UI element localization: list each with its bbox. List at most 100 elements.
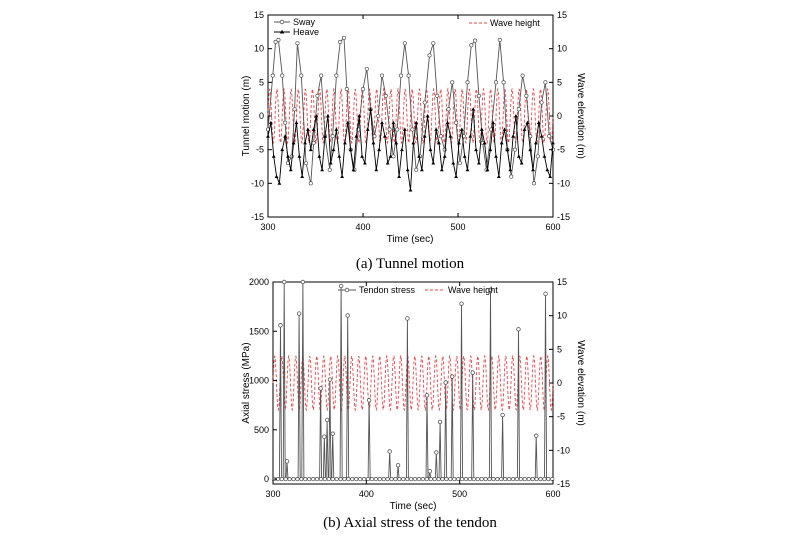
stress-peak-marker xyxy=(322,434,327,439)
stress-baseline-marker xyxy=(514,477,520,482)
stress-baseline-marker xyxy=(463,477,469,482)
x-tick-label: 600 xyxy=(545,489,560,499)
heave-marker xyxy=(457,140,461,145)
heave-marker xyxy=(337,154,342,158)
stress-peak-marker xyxy=(324,417,330,423)
stress-baseline-marker xyxy=(334,477,339,482)
heave-marker xyxy=(374,167,379,172)
stress-baseline-marker xyxy=(471,477,476,482)
stress-baseline-marker xyxy=(416,477,422,482)
heave-marker xyxy=(368,107,373,111)
stress-baseline-marker xyxy=(381,477,386,482)
heave-marker xyxy=(303,140,307,145)
stress-baseline-marker xyxy=(279,477,284,482)
heave-marker xyxy=(331,147,336,152)
heave-marker xyxy=(382,134,387,138)
sway-marker xyxy=(446,107,451,112)
heave-marker xyxy=(411,140,416,145)
heave-marker xyxy=(328,161,333,165)
wave-series-a xyxy=(267,87,554,145)
sway-marker xyxy=(387,127,392,132)
heave-marker xyxy=(300,174,305,178)
heave-marker xyxy=(428,147,433,152)
sway-marker xyxy=(391,154,396,159)
stress-baseline-marker xyxy=(460,477,465,482)
stress-baseline-marker xyxy=(413,477,418,482)
stress-baseline-marker xyxy=(456,477,461,482)
stress-baseline-marker xyxy=(401,477,406,482)
heave-marker xyxy=(494,154,498,158)
heave-marker xyxy=(437,140,441,145)
stress-peak-marker xyxy=(318,386,323,391)
y2-tick-label: -15 xyxy=(557,479,570,489)
heave-marker xyxy=(354,134,359,138)
stress-peak-marker xyxy=(427,468,432,474)
sway-marker xyxy=(422,100,427,105)
x-tick-label: 600 xyxy=(545,222,560,232)
sway-marker xyxy=(509,174,514,179)
sway-marker xyxy=(364,66,369,71)
sway-marker xyxy=(303,161,309,166)
heave-marker xyxy=(348,147,353,152)
caption-a: (a) Tunnel motion xyxy=(356,256,465,272)
sway-marker xyxy=(280,73,285,78)
stress-baseline-marker xyxy=(467,477,472,482)
y-axis-label-a: Tunnel motion (m) xyxy=(241,76,252,157)
wave-height-line xyxy=(267,87,554,145)
stress-peak-marker xyxy=(366,398,372,403)
heave-marker xyxy=(502,127,507,131)
y-tick-label: 500 xyxy=(254,425,269,435)
legend-wave-label-b: Wave height xyxy=(448,285,498,295)
chart-tunnel-motion: 300 400 500 600-15-10-5051015-15-10-5051015… xyxy=(241,10,586,272)
sway-marker xyxy=(276,37,281,42)
heave-marker xyxy=(448,134,453,138)
stress-baseline-marker xyxy=(291,477,296,482)
tendon-stress-line xyxy=(273,281,553,480)
sway-marker xyxy=(543,80,548,85)
heave-marker xyxy=(545,167,550,172)
sway-marker xyxy=(539,100,544,105)
y-tick-label: 1000 xyxy=(249,376,269,386)
stress-baseline-marker xyxy=(526,477,531,482)
stress-peak-marker xyxy=(405,316,410,321)
heave-marker xyxy=(514,114,518,118)
heave-marker xyxy=(408,188,413,192)
stress-peak-marker xyxy=(488,287,493,293)
heave-marker xyxy=(343,140,347,145)
legend-stress-marker xyxy=(344,287,350,293)
stress-peak-marker xyxy=(330,431,335,436)
sway-marker xyxy=(379,73,385,78)
heave-marker xyxy=(425,114,430,118)
stress-baseline-marker xyxy=(495,477,500,482)
stress-baseline-marker xyxy=(479,477,484,482)
sway-marker xyxy=(457,161,462,166)
legend-sway-marker xyxy=(279,19,285,25)
stress-baseline-marker xyxy=(432,477,437,482)
heave-marker xyxy=(482,140,487,145)
sway-marker xyxy=(442,147,447,152)
y-tick-label: 0 xyxy=(264,474,269,484)
heave-marker xyxy=(405,167,410,172)
x-axis-label-b: Time (sec) xyxy=(390,501,437,512)
sway-marker xyxy=(319,73,324,78)
heave-marker xyxy=(400,147,404,152)
stress-baseline-marker xyxy=(424,477,429,482)
heave-marker xyxy=(363,161,367,165)
heave-marker xyxy=(340,174,344,178)
heave-marker xyxy=(528,147,533,152)
stress-baseline-marker xyxy=(287,477,292,482)
heave-marker xyxy=(394,140,399,145)
heave-series xyxy=(266,107,555,192)
stress-baseline-marker xyxy=(369,477,374,482)
sway-marker xyxy=(450,80,455,85)
sway-marker xyxy=(520,73,525,78)
heave-marker xyxy=(274,174,279,178)
heave-marker xyxy=(402,127,407,131)
stress-baseline-marker xyxy=(440,477,445,482)
stress-baseline-marker xyxy=(365,477,371,482)
heave-marker xyxy=(345,120,350,125)
sway-marker xyxy=(414,167,419,172)
heave-marker xyxy=(377,147,382,152)
stress-baseline-marker xyxy=(397,477,402,482)
heave-marker xyxy=(291,140,296,145)
